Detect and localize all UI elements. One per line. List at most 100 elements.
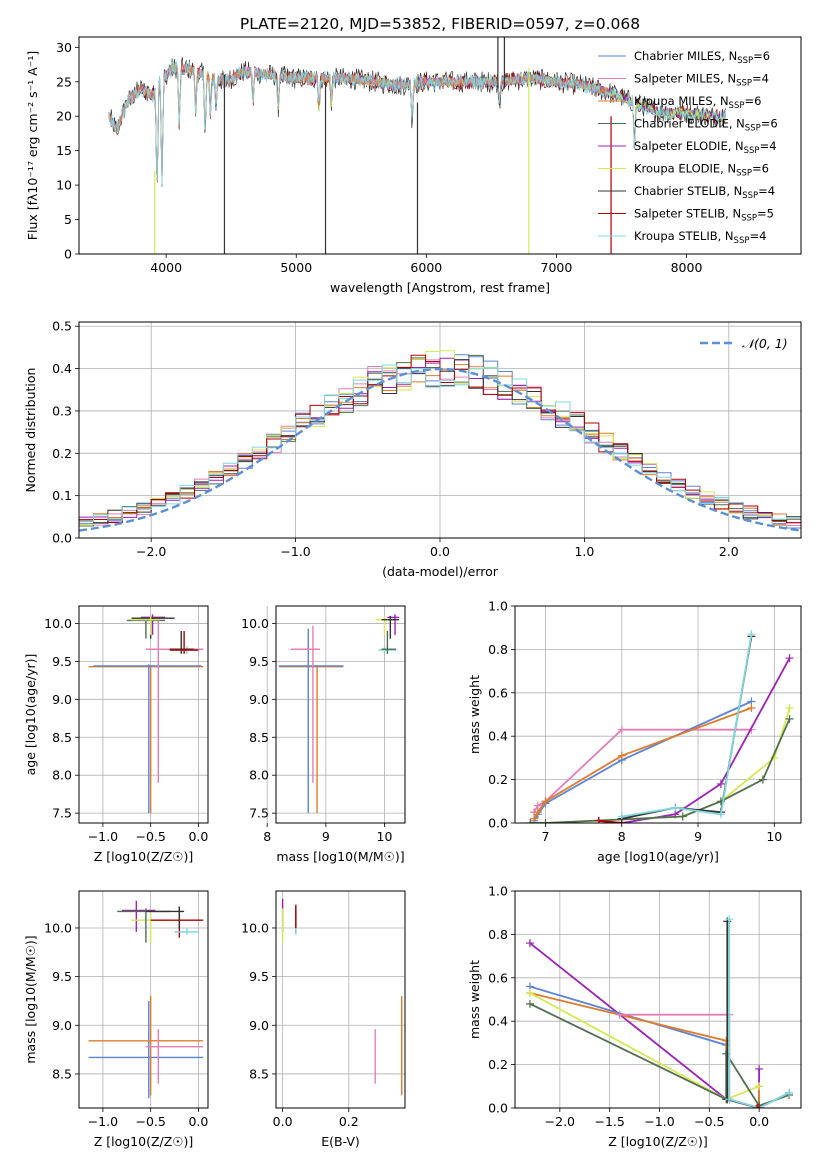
y-tick-label: 10 bbox=[56, 178, 72, 193]
x-axis-label: mass [log10(M/M☉)] bbox=[276, 849, 404, 864]
data-point-marker bbox=[617, 725, 626, 734]
x-axis-label: age [log10(age/yr)] bbox=[597, 849, 719, 864]
axes-residuals: −2.0 −1.0 0.0 1.0 2.0 0.0 0.1 0.2 0.3 0.4 0.5 (data… bbox=[23, 319, 802, 579]
plot-area-spectrum bbox=[108, 37, 726, 254]
y-tick-label: 0.3 bbox=[52, 403, 72, 418]
x-tick-label: 8000 bbox=[671, 260, 703, 275]
data-point-marker bbox=[525, 999, 534, 1008]
data-point-marker bbox=[785, 714, 794, 723]
y-tick-label: 20 bbox=[56, 109, 72, 124]
x-tick-label: 7000 bbox=[541, 260, 573, 275]
data-point-marker bbox=[785, 1088, 794, 1097]
legend-suffix: =6 bbox=[744, 94, 761, 108]
y-tick-label: 0.6 bbox=[488, 685, 508, 700]
y-tick-label: 0 bbox=[64, 247, 72, 262]
data-point-marker bbox=[753, 1104, 762, 1108]
histogram-salpeter-stelib bbox=[79, 354, 801, 524]
y-tick-label: 0.1 bbox=[52, 488, 72, 503]
y-tick-label: 8.0 bbox=[52, 768, 72, 783]
data-point-marker bbox=[725, 915, 734, 924]
x-tick-label: 9 bbox=[322, 829, 330, 844]
y-tick-label: 15 bbox=[56, 143, 72, 158]
legend-subscript: SSP bbox=[741, 214, 757, 224]
data-point-marker bbox=[758, 775, 767, 784]
x-tick-label: 0.0 bbox=[273, 1114, 293, 1129]
axes-frame bbox=[514, 890, 802, 1109]
y-tick-label: 10.0 bbox=[44, 616, 72, 631]
x-tick-label: 0.2 bbox=[339, 1114, 359, 1129]
data-point-marker bbox=[541, 819, 550, 823]
x-tick-label: 0.0 bbox=[188, 1114, 208, 1129]
legend-entry: 𝒩(0, 1) bbox=[742, 336, 788, 351]
x-axis-label: wavelength [Angstrom, rest frame] bbox=[330, 280, 550, 295]
data-point-marker bbox=[671, 803, 680, 812]
plot-area-mass-vs-EBV bbox=[281, 898, 403, 1096]
y-tick-label: 9.5 bbox=[52, 969, 72, 984]
axes-age-vs-Z: −1.0 −0.5 0.0 7.5 8.0 8.5 9.0 9.5 10.0 Z [log10(Z… bbox=[23, 605, 209, 864]
y-tick-label: 0.0 bbox=[52, 531, 72, 546]
data-point-marker bbox=[678, 812, 687, 821]
histogram-kroupa-stelib bbox=[79, 364, 801, 523]
x-tick-label: 0.0 bbox=[188, 829, 208, 844]
axes-mass-vs-EBV: 0.0 0.2 8.5 9.0 9.5 10.0 E(B-V) bbox=[241, 890, 406, 1149]
y-tick-label: 30 bbox=[56, 40, 72, 55]
legend-entry: Kroupa ELODIE, NSSP=6 bbox=[634, 162, 769, 179]
axes-frame bbox=[78, 605, 209, 824]
data-point-marker bbox=[541, 797, 550, 806]
y-tick-label: 8.0 bbox=[249, 768, 269, 783]
legend-suffix: =6 bbox=[753, 49, 770, 63]
x-tick-label: −1.0 bbox=[88, 829, 118, 844]
x-tick-label: 0.0 bbox=[749, 1114, 769, 1129]
data-point-marker bbox=[617, 751, 626, 760]
legend-suffix: =4 bbox=[758, 184, 775, 198]
y-tick-label: 9.0 bbox=[52, 1018, 72, 1033]
data-point-marker bbox=[725, 1095, 734, 1104]
figure-title: PLATE=2120, MJD=53852, FIBERID=0597, z=0… bbox=[240, 15, 640, 33]
legend-entry: Salpeter STELIB, NSSP=5 bbox=[634, 207, 774, 224]
legend-suffix: =6 bbox=[761, 117, 778, 131]
y-tick-label: 10.0 bbox=[241, 616, 269, 631]
x-tick-label: 5000 bbox=[280, 260, 312, 275]
histogram-salpeter-elodie bbox=[79, 357, 801, 525]
y-tick-label: 9.0 bbox=[52, 692, 72, 707]
data-point-marker bbox=[533, 808, 542, 817]
legend-suffix: =4 bbox=[760, 139, 777, 153]
x-axis-label: (data-model)/error bbox=[382, 564, 499, 579]
y-tick-label: 8.5 bbox=[249, 730, 269, 745]
y-axis-label: Flux [fλ10⁻¹⁷ erg cm⁻² s⁻¹ A⁻¹] bbox=[25, 51, 40, 240]
data-point-marker bbox=[617, 819, 626, 823]
y-axis-label: mass [log10(M/M☉)] bbox=[23, 935, 38, 1063]
axes-massweight-vs-Z: −2.0 −1.5 −1.0 −0.5 0.0 0.0 0.2 0.4 0.6 0.8 1.0 Z [… bbox=[467, 884, 802, 1149]
data-point-marker bbox=[525, 939, 534, 948]
data-point-marker bbox=[716, 810, 725, 819]
normal-curve bbox=[79, 367, 801, 532]
x-tick-label: 2.0 bbox=[719, 544, 739, 559]
x-tick-label: 8 bbox=[618, 829, 626, 844]
plot-area-residuals bbox=[79, 350, 801, 532]
legend-suffix: =4 bbox=[752, 72, 769, 86]
axes-frame bbox=[78, 890, 209, 1109]
legend-subscript: SSP bbox=[736, 79, 752, 89]
data-point-marker bbox=[747, 703, 756, 712]
legend-subscript: SSP bbox=[742, 191, 758, 201]
axes-frame bbox=[78, 321, 802, 539]
y-tick-label: 0.0 bbox=[488, 1101, 508, 1116]
axes-spectrum: 4000 5000 6000 7000 8000 0 5 10 15 20 25 30 waveleng… bbox=[25, 36, 802, 295]
series-line bbox=[530, 718, 791, 823]
axes-frame bbox=[78, 36, 802, 255]
legend-subscript: SSP bbox=[737, 56, 753, 66]
y-tick-label: 8.5 bbox=[52, 1066, 72, 1081]
y-tick-label: 25 bbox=[56, 74, 72, 89]
legend-subscript: SSP bbox=[736, 169, 752, 179]
data-point-marker bbox=[785, 654, 794, 663]
y-tick-label: 0.2 bbox=[488, 1057, 508, 1072]
plot-area-mass-vs-Z bbox=[88, 900, 204, 1099]
axes-frame bbox=[275, 890, 406, 1109]
y-axis-label: mass weight bbox=[467, 675, 482, 754]
legend-suffix: =4 bbox=[749, 229, 766, 243]
data-point-marker bbox=[755, 1082, 764, 1091]
x-tick-label: −0.5 bbox=[135, 829, 165, 844]
legend-entry: Chabrier MILES, NSSP=6 bbox=[634, 49, 770, 66]
x-tick-label: −1.0 bbox=[644, 1114, 674, 1129]
